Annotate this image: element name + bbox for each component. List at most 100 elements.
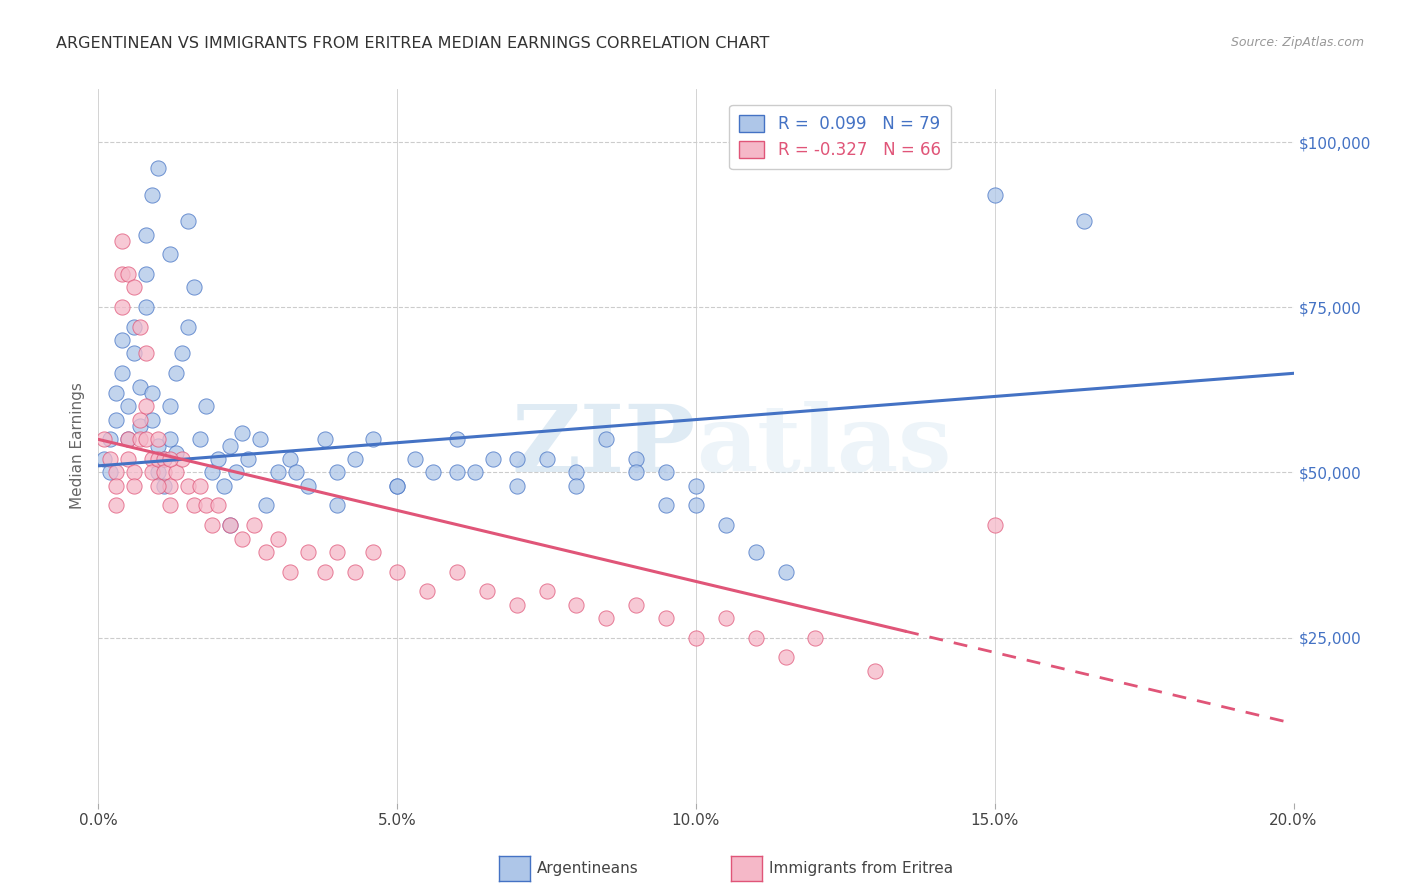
Point bbox=[984, 188, 1007, 202]
Point bbox=[111, 300, 134, 314]
Point bbox=[159, 478, 181, 492]
Point bbox=[124, 478, 146, 492]
Point bbox=[475, 584, 498, 599]
Point bbox=[105, 412, 128, 426]
Point bbox=[416, 584, 439, 599]
Point bbox=[267, 532, 290, 546]
Point bbox=[254, 499, 277, 513]
Point bbox=[446, 565, 468, 579]
Point bbox=[284, 466, 307, 480]
Point bbox=[159, 400, 181, 414]
Point bbox=[148, 439, 170, 453]
Point bbox=[267, 466, 290, 480]
Point bbox=[315, 433, 337, 447]
Point bbox=[124, 466, 146, 480]
Point bbox=[745, 545, 768, 559]
Point bbox=[100, 466, 122, 480]
Point bbox=[212, 478, 235, 492]
Point bbox=[626, 466, 648, 480]
Point bbox=[1073, 214, 1095, 228]
Point bbox=[595, 611, 617, 625]
Point bbox=[714, 611, 737, 625]
Point bbox=[165, 445, 187, 459]
Point bbox=[685, 631, 707, 645]
Point bbox=[141, 452, 163, 467]
Point bbox=[153, 466, 176, 480]
Point bbox=[655, 499, 678, 513]
Point bbox=[188, 478, 211, 492]
Point bbox=[207, 499, 229, 513]
Point bbox=[111, 234, 134, 248]
Point bbox=[297, 545, 319, 559]
Legend: R =  0.099   N = 79, R = -0.327   N = 66: R = 0.099 N = 79, R = -0.327 N = 66 bbox=[730, 104, 950, 169]
Point bbox=[626, 598, 648, 612]
Point bbox=[363, 433, 385, 447]
Point bbox=[165, 466, 187, 480]
Text: atlas: atlas bbox=[696, 401, 952, 491]
Point bbox=[124, 280, 146, 294]
Point bbox=[153, 478, 176, 492]
Point bbox=[685, 478, 707, 492]
Point bbox=[201, 466, 224, 480]
Point bbox=[100, 452, 122, 467]
Point bbox=[422, 466, 444, 480]
Point bbox=[685, 499, 707, 513]
Point bbox=[183, 499, 205, 513]
Point bbox=[278, 452, 301, 467]
Point bbox=[506, 452, 529, 467]
Point bbox=[231, 532, 253, 546]
Point bbox=[595, 433, 617, 447]
Point bbox=[565, 466, 588, 480]
Point bbox=[172, 452, 194, 467]
Point bbox=[111, 333, 134, 347]
Point bbox=[129, 412, 152, 426]
Point bbox=[446, 466, 468, 480]
Point bbox=[165, 367, 187, 381]
Point bbox=[172, 346, 194, 360]
Point bbox=[326, 499, 349, 513]
Point bbox=[404, 452, 426, 467]
Point bbox=[105, 499, 128, 513]
Point bbox=[117, 452, 139, 467]
Text: Immigrants from Eritrea: Immigrants from Eritrea bbox=[769, 862, 953, 876]
Point bbox=[111, 367, 134, 381]
Point bbox=[117, 400, 139, 414]
Point bbox=[565, 478, 588, 492]
Point bbox=[141, 466, 163, 480]
Point bbox=[135, 400, 157, 414]
Y-axis label: Median Earnings: Median Earnings bbox=[70, 383, 86, 509]
Point bbox=[177, 214, 200, 228]
Point bbox=[278, 565, 301, 579]
Point bbox=[326, 466, 349, 480]
Point bbox=[177, 320, 200, 334]
Point bbox=[141, 386, 163, 401]
Point bbox=[105, 478, 128, 492]
Point bbox=[225, 466, 247, 480]
Point bbox=[124, 346, 146, 360]
Point bbox=[93, 452, 115, 467]
Point bbox=[344, 565, 367, 579]
Text: Argentineans: Argentineans bbox=[537, 862, 638, 876]
Point bbox=[153, 452, 176, 467]
Point bbox=[804, 631, 827, 645]
Point bbox=[159, 433, 181, 447]
Point bbox=[745, 631, 768, 645]
Point bbox=[446, 433, 468, 447]
Point bbox=[297, 478, 319, 492]
Point bbox=[93, 433, 115, 447]
Point bbox=[135, 433, 157, 447]
Text: ARGENTINEAN VS IMMIGRANTS FROM ERITREA MEDIAN EARNINGS CORRELATION CHART: ARGENTINEAN VS IMMIGRANTS FROM ERITREA M… bbox=[56, 36, 769, 51]
Point bbox=[188, 433, 211, 447]
Point bbox=[775, 565, 797, 579]
Point bbox=[117, 267, 139, 281]
Point bbox=[117, 433, 139, 447]
Point bbox=[481, 452, 505, 467]
Point bbox=[231, 425, 253, 440]
Point bbox=[148, 452, 170, 467]
Point bbox=[655, 466, 678, 480]
Point bbox=[236, 452, 259, 467]
Point bbox=[159, 247, 181, 261]
Point bbox=[177, 478, 200, 492]
Text: ZIP: ZIP bbox=[512, 401, 696, 491]
Point bbox=[315, 565, 337, 579]
